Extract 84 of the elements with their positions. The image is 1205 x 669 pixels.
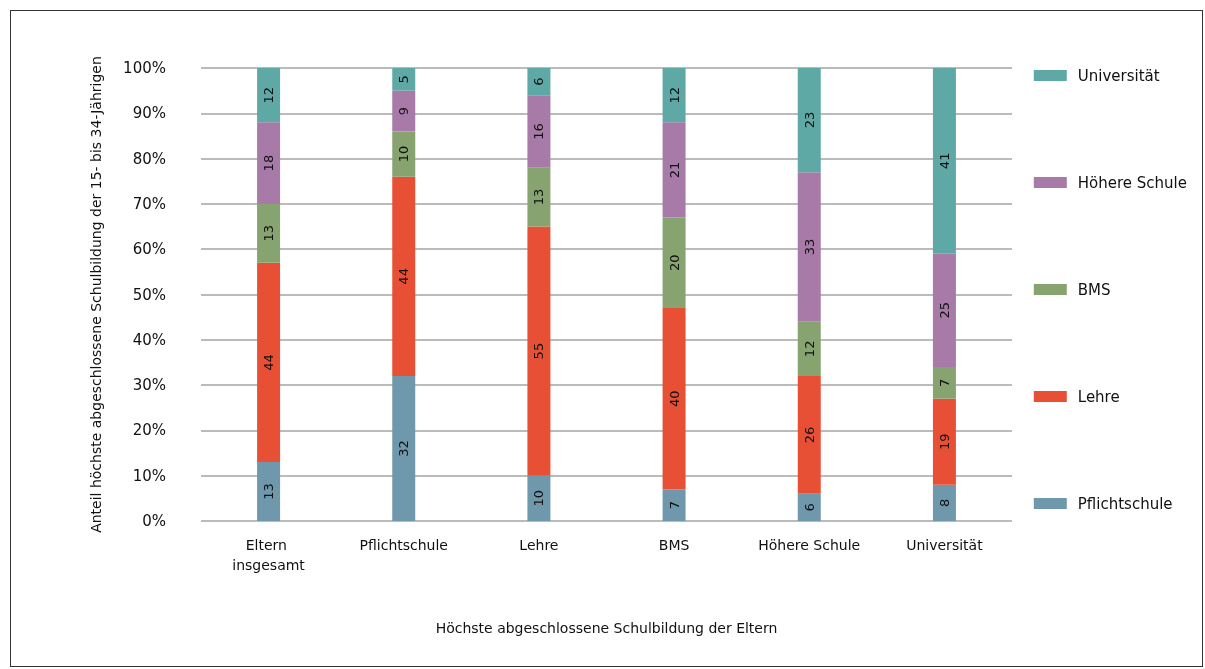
bar: [662, 122, 686, 218]
bar: [797, 172, 821, 322]
data-label: 32: [396, 440, 412, 457]
y-tick-label: 90%: [132, 104, 166, 123]
bar: [932, 68, 956, 254]
data-label: 12: [666, 86, 682, 104]
data-label: 40: [666, 390, 682, 407]
bar: [257, 122, 281, 204]
bar: [797, 68, 821, 173]
x-tick-label: Pflichtschule: [359, 537, 448, 553]
bar: [392, 376, 416, 521]
data-label: 19: [936, 433, 952, 450]
legend-label: Höhere Schule: [1077, 173, 1188, 192]
x-tick-label: BMS: [658, 537, 690, 553]
bar: [662, 308, 686, 490]
data-label: 12: [261, 86, 277, 104]
data-label: 10: [531, 490, 547, 507]
x-tick-label: Eltern insgesamt: [232, 537, 306, 573]
data-label: 7: [666, 501, 682, 510]
y-tick-label: 50%: [132, 285, 166, 304]
bar: [797, 493, 821, 521]
legend-label: Lehre: [1077, 387, 1120, 406]
bar: [932, 484, 956, 521]
data-label: 6: [801, 503, 817, 512]
bar: [392, 68, 416, 91]
legend-label: BMS: [1077, 280, 1111, 299]
data-label: 9: [396, 106, 412, 116]
legend-label: Pflichtschule: [1077, 494, 1173, 513]
data-label: 8: [936, 498, 952, 508]
legend-label: Universität: [1077, 66, 1160, 85]
data-label: 26: [801, 426, 817, 444]
bar: [932, 253, 956, 367]
x-tick-label: Lehre: [519, 537, 559, 553]
data-label: 20: [666, 254, 682, 272]
bar: [392, 176, 416, 377]
data-label: 44: [261, 354, 277, 371]
data-label: 13: [261, 483, 277, 500]
data-label: 10: [396, 145, 412, 163]
y-tick-label: 30%: [132, 376, 166, 395]
y-tick-label: 70%: [132, 194, 166, 213]
data-label: 21: [666, 161, 682, 179]
y-tick-label: 10%: [132, 466, 166, 485]
bar: [257, 262, 281, 463]
x-tick-label: Höhere Schule: [758, 537, 861, 553]
data-label: 13: [261, 225, 277, 242]
x-axis-title: Höchste abgeschlossene Schulbildung der Eltern: [435, 620, 778, 636]
bar: [932, 398, 956, 485]
data-label: 13: [531, 188, 547, 206]
data-label: 44: [396, 268, 412, 285]
data-label: 12: [801, 340, 817, 358]
y-tick-label: 20%: [132, 421, 166, 440]
bar: [932, 366, 956, 399]
bar: [257, 68, 281, 123]
data-label: 18: [261, 154, 277, 172]
y-tick-label: 60%: [132, 240, 166, 259]
bar: [662, 68, 686, 123]
bar: [257, 203, 281, 263]
y-tick-label: 100%: [123, 59, 166, 77]
bar: [392, 131, 416, 177]
bar: [797, 321, 821, 377]
bar: [527, 68, 551, 96]
y-tick-label: 40%: [132, 330, 166, 349]
x-tick-label: Universität: [906, 537, 984, 553]
data-label: 5: [396, 75, 412, 84]
bar: [527, 226, 551, 476]
bar: [392, 90, 416, 132]
y-axis-title: Anteil höchste abgeschlossene Schulbildung der 15- bis 34-Jährigen: [88, 56, 104, 533]
bar: [527, 167, 551, 227]
bar: [662, 217, 686, 309]
data-label: 23: [801, 111, 817, 129]
bar: [527, 475, 551, 521]
data-label: 6: [531, 77, 547, 86]
y-tick-label: 0%: [142, 512, 166, 530]
data-label: 16: [531, 123, 547, 140]
data-label: 7: [936, 378, 952, 387]
data-label: 25: [936, 302, 952, 319]
bar: [797, 376, 821, 494]
data-label: 55: [531, 342, 547, 360]
bar: [527, 95, 551, 168]
data-label: 33: [801, 238, 817, 256]
data-label: 41: [936, 152, 952, 170]
bar: [662, 489, 686, 521]
bar: [257, 462, 281, 521]
y-tick-label: 80%: [132, 149, 166, 168]
